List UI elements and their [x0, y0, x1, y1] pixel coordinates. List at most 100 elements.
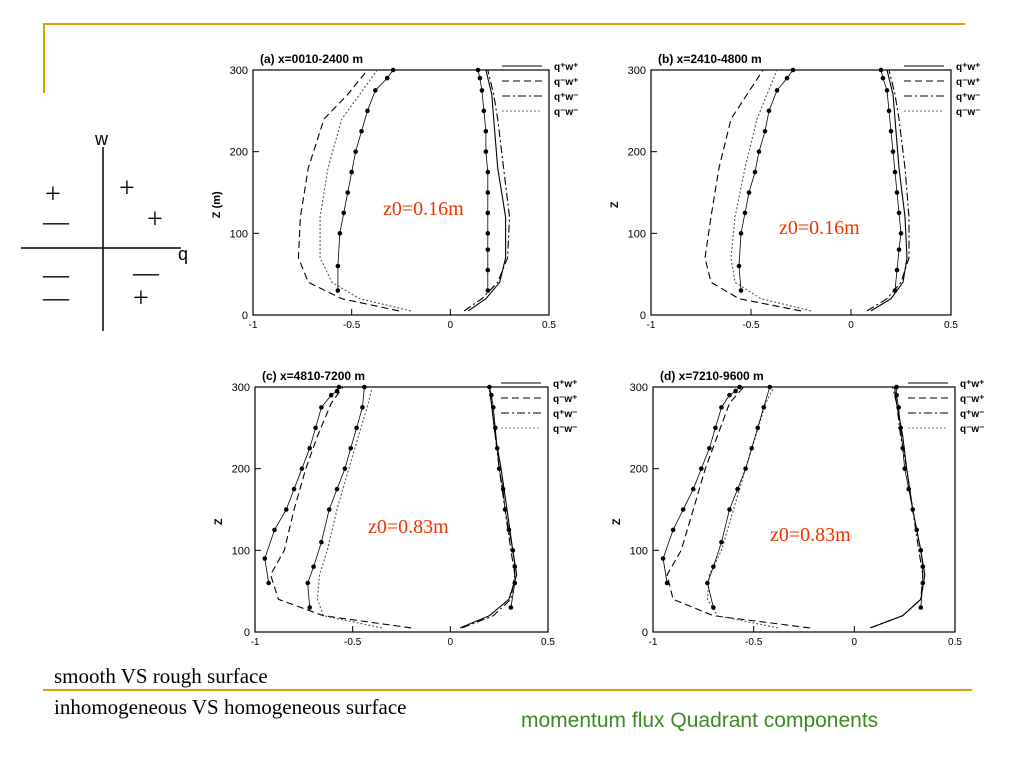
series-line	[467, 69, 507, 312]
y-tick-label: 200	[232, 464, 250, 476]
x-tick-label: -0.5	[742, 320, 760, 331]
series-line	[870, 386, 926, 629]
w-axis-label: w	[94, 129, 109, 149]
z0-annotation: z0=0.16m	[383, 198, 464, 220]
data-point	[481, 108, 487, 114]
legend-label: q⁺w⁺	[960, 379, 984, 390]
data-point	[348, 445, 354, 451]
data-point	[761, 405, 767, 410]
x-tick-label: 0.5	[944, 320, 958, 331]
data-point	[487, 384, 492, 390]
data-point	[737, 384, 742, 390]
series-line	[319, 69, 412, 312]
plot-frame	[254, 386, 549, 633]
x-tick-label: -1	[647, 320, 656, 331]
data-point	[906, 486, 911, 492]
data-point	[898, 231, 904, 236]
data-point	[680, 507, 686, 512]
x-tick-label: -1	[249, 320, 258, 331]
data-point	[894, 190, 900, 195]
caption-inhomogeneous-vs-homogeneous: inhomogeneous VS homogeneous surface	[54, 695, 407, 719]
data-point	[752, 169, 758, 175]
series-line	[307, 386, 365, 608]
data-point	[342, 466, 348, 471]
data-point	[334, 388, 340, 394]
data-point	[888, 128, 894, 134]
data-point	[502, 507, 508, 512]
data-point	[719, 539, 724, 545]
data-point	[898, 425, 903, 431]
quadrant-diagram: w q + — + + — — — +	[21, 129, 188, 331]
data-point	[767, 384, 773, 390]
series-line	[738, 69, 794, 291]
data-point	[918, 605, 924, 610]
series-line	[870, 69, 908, 312]
caption-smooth-vs-rough: smooth VS rough surface	[54, 664, 268, 688]
data-point	[664, 580, 670, 586]
data-point	[291, 486, 297, 492]
quadrant-upper-right-sign-1: +	[119, 173, 135, 204]
y-tick-label: 100	[230, 228, 248, 240]
y-tick-label: 300	[232, 382, 250, 394]
data-point	[384, 75, 390, 81]
data-point	[705, 580, 710, 586]
data-point	[262, 556, 268, 561]
data-point	[485, 247, 491, 252]
data-point	[341, 210, 347, 216]
x-tick-label: 0.5	[542, 320, 556, 331]
legend-label: q⁻w⁻	[553, 424, 577, 435]
series-line	[666, 386, 811, 629]
plot-frame	[650, 69, 952, 316]
data-point	[900, 445, 905, 451]
data-point	[707, 445, 712, 451]
series-line	[270, 386, 412, 629]
chart-panel-2: -1 -0.5 0 0.5 0 100 200 300 (b) x=2410-4800 m Zq⁺…	[609, 52, 980, 331]
series-line	[706, 386, 778, 629]
data-point	[735, 486, 740, 492]
data-point	[512, 580, 518, 586]
data-point	[337, 231, 343, 236]
data-point	[880, 75, 886, 81]
data-point	[390, 67, 396, 73]
data-point	[479, 88, 485, 93]
y-tick-label: 0	[242, 310, 248, 322]
data-point	[727, 392, 732, 398]
data-point	[512, 564, 518, 569]
y-tick-label: 100	[628, 228, 646, 240]
data-point	[335, 263, 341, 269]
data-point	[774, 88, 780, 93]
legend-label: q⁺w⁺	[553, 379, 577, 390]
chart-panel-4: -1 -0.5 0 0.5 0 100 200 300 (d) x=7210-9600 m Zq⁺…	[611, 369, 984, 648]
data-point	[336, 384, 342, 390]
data-point	[360, 405, 365, 410]
series-line	[866, 69, 910, 312]
data-point	[719, 405, 724, 410]
legend-label: q⁻w⁺	[960, 394, 984, 405]
y-tick-label: 100	[630, 545, 648, 557]
data-point	[345, 190, 351, 195]
data-point	[749, 445, 754, 451]
data-point	[746, 190, 752, 195]
data-point	[711, 605, 716, 610]
y-axis-label: Z	[609, 201, 621, 208]
data-point	[307, 445, 312, 451]
data-point	[878, 67, 884, 73]
x-tick-label: -0.5	[344, 637, 362, 648]
data-point	[353, 149, 358, 154]
quadrant-upper-left-sign-2: —	[42, 207, 70, 236]
data-point	[349, 169, 354, 175]
data-point	[283, 507, 289, 512]
data-point	[485, 210, 491, 216]
data-point	[510, 548, 516, 553]
quadrant-lower-right-sign-2: +	[133, 283, 149, 314]
data-point	[492, 425, 498, 431]
data-point	[756, 149, 762, 154]
legend-label: q⁺w⁻	[553, 409, 577, 420]
series-line	[704, 69, 802, 312]
chart-title: (c) x=4810-7200 m	[262, 369, 365, 383]
data-point	[500, 486, 506, 492]
left-accent-line	[43, 23, 45, 93]
series-line	[880, 69, 902, 291]
data-point	[483, 149, 489, 154]
data-point	[738, 231, 744, 236]
